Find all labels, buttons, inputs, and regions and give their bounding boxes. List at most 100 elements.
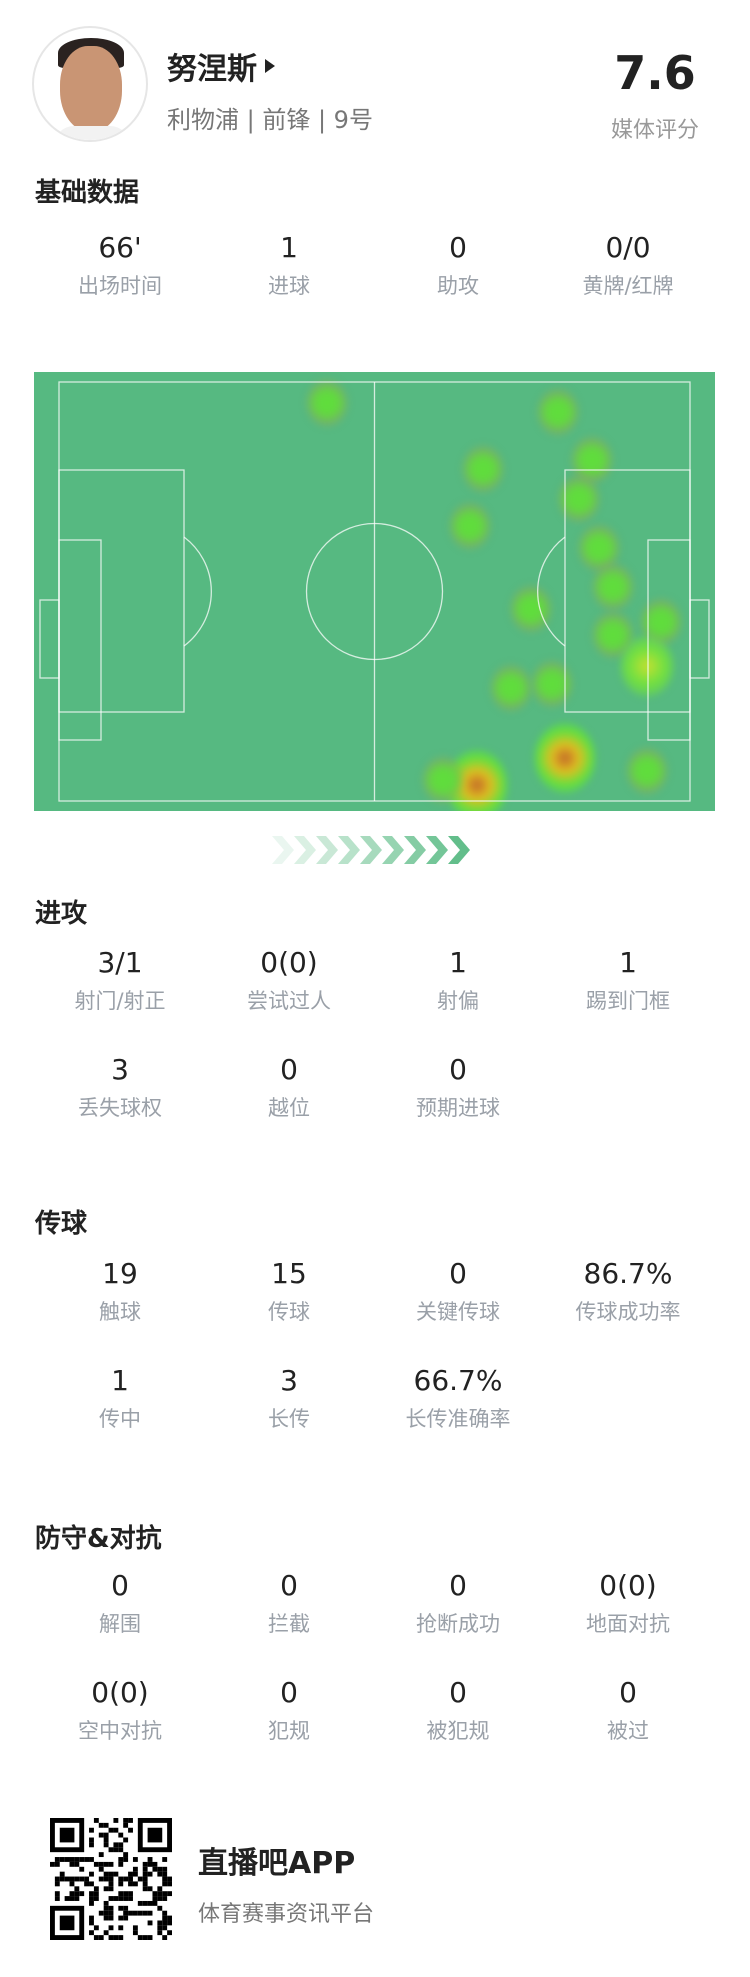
stat-defense: 0 犯规: [204, 1675, 374, 1745]
stat-attack: 0(0) 尝试过人: [204, 945, 374, 1015]
play-arrow-icon: [265, 59, 275, 73]
section-title-defense: 防守&对抗: [35, 1524, 162, 1554]
stat-attack: 1 射偏: [373, 945, 543, 1015]
stat-defense: 0 被过: [543, 1675, 713, 1745]
stat-label: 尝试过人: [247, 989, 331, 1013]
attack-direction-arrows: [270, 834, 470, 866]
stat-value: 0: [280, 1053, 298, 1086]
stat-value: 0: [280, 1569, 298, 1602]
avatar-face: [60, 46, 122, 132]
player-subtitle: 利物浦 | 前锋 | 9号: [167, 106, 373, 134]
stat-value: 0: [280, 1676, 298, 1709]
player-name: 努涅斯: [167, 52, 257, 87]
stat-label: 预期进球: [416, 1096, 500, 1120]
stat-label: 空中对抗: [78, 1719, 162, 1743]
stat-label: 传球: [268, 1300, 310, 1324]
section-title-basic: 基础数据: [35, 178, 140, 208]
stat-attack: 3 丢失球权: [35, 1052, 205, 1122]
stat-passing: 66.7% 长传准确率: [373, 1363, 543, 1433]
player-name-link[interactable]: 努涅斯: [167, 44, 275, 88]
left-penalty-arc: [183, 536, 212, 647]
chevron-right-icon: [426, 836, 448, 864]
stat-label: 助攻: [437, 274, 479, 298]
stat-value: 3/1: [97, 946, 143, 979]
avatar-shirt: [54, 126, 130, 140]
heat-spot: [511, 586, 551, 632]
stat-value: 0: [449, 231, 467, 264]
stat-label: 射门/射正: [74, 989, 166, 1013]
stat-label: 犯规: [268, 1719, 310, 1743]
stat-value: 66.7%: [413, 1364, 503, 1397]
qr-code[interactable]: [50, 1818, 172, 1940]
heat-spot: [621, 636, 673, 696]
stat-value: 0: [449, 1257, 467, 1290]
stat-value: 86.7%: [583, 1257, 673, 1290]
heat-spot: [450, 503, 490, 549]
stat-value: 0: [449, 1053, 467, 1086]
stat-label: 被犯规: [426, 1719, 490, 1743]
heat-spot: [572, 437, 612, 483]
heat-spot: [463, 446, 503, 492]
stat-value: 1: [449, 946, 467, 979]
chevron-right-icon: [360, 836, 382, 864]
stat-basic: 0/0 黄牌/红牌: [543, 230, 713, 300]
stat-value: 66': [98, 231, 142, 264]
stat-attack: 1 踢到门框: [543, 945, 713, 1015]
stat-value: 15: [271, 1257, 307, 1290]
heat-spot: [559, 476, 599, 522]
stat-label: 越位: [268, 1096, 310, 1120]
stat-label: 被过: [607, 1719, 649, 1743]
stat-basic: 66' 出场时间: [35, 230, 205, 300]
right-goal: [689, 599, 710, 679]
stat-defense: 0 抢断成功: [373, 1568, 543, 1638]
stat-value: 19: [102, 1257, 138, 1290]
right-penalty-box: [564, 469, 691, 713]
stat-passing: 3 长传: [204, 1363, 374, 1433]
media-rating-label: 媒体评分: [610, 118, 699, 143]
stat-label: 丢失球权: [78, 1096, 162, 1120]
chevron-right-icon: [316, 836, 338, 864]
section-title-passing: 传球: [35, 1209, 88, 1239]
stat-label: 地面对抗: [586, 1612, 670, 1636]
stat-value: 0/0: [605, 231, 651, 264]
stat-label: 黄牌/红牌: [582, 274, 674, 298]
section-title-attack: 进攻: [35, 899, 88, 929]
stat-defense: 0(0) 地面对抗: [543, 1568, 713, 1638]
stat-value: 0: [449, 1676, 467, 1709]
heat-spot: [535, 723, 595, 793]
chevron-right-icon: [382, 836, 404, 864]
stat-value: 0: [619, 1676, 637, 1709]
stat-label: 传中: [99, 1407, 141, 1431]
stat-basic: 0 助攻: [373, 230, 543, 300]
stat-defense: 0 解围: [35, 1568, 205, 1638]
stat-passing: 19 触球: [35, 1256, 205, 1326]
stat-defense: 0(0) 空中对抗: [35, 1675, 205, 1745]
heat-spot: [593, 564, 633, 610]
stat-passing: 0 关键传球: [373, 1256, 543, 1326]
stat-label: 解围: [99, 1612, 141, 1636]
stat-label: 抢断成功: [416, 1612, 500, 1636]
stat-value: 0: [111, 1569, 129, 1602]
stat-basic: 1 进球: [204, 230, 374, 300]
app-name: 直播吧APP: [198, 1846, 356, 1881]
player-avatar[interactable]: [32, 26, 148, 142]
stat-attack: 0 越位: [204, 1052, 374, 1122]
stat-label: 拦截: [268, 1612, 310, 1636]
stat-value: 0(0): [91, 1676, 149, 1709]
heat-spot: [538, 389, 578, 435]
chevron-right-icon: [448, 836, 470, 864]
heat-spot: [627, 748, 667, 794]
stat-label: 进球: [268, 274, 310, 298]
left-penalty-box: [58, 469, 185, 713]
stat-value: 0(0): [599, 1569, 657, 1602]
stat-attack: 0 预期进球: [373, 1052, 543, 1122]
stat-label: 射偏: [437, 989, 479, 1013]
stat-value: 0: [449, 1569, 467, 1602]
stat-attack: 3/1 射门/射正: [35, 945, 205, 1015]
chevron-right-icon: [404, 836, 426, 864]
left-goal: [39, 599, 60, 679]
stat-passing: 15 传球: [204, 1256, 374, 1326]
heat-spot: [579, 525, 619, 571]
stat-label: 长传: [268, 1407, 310, 1431]
right-penalty-arc: [537, 536, 566, 647]
